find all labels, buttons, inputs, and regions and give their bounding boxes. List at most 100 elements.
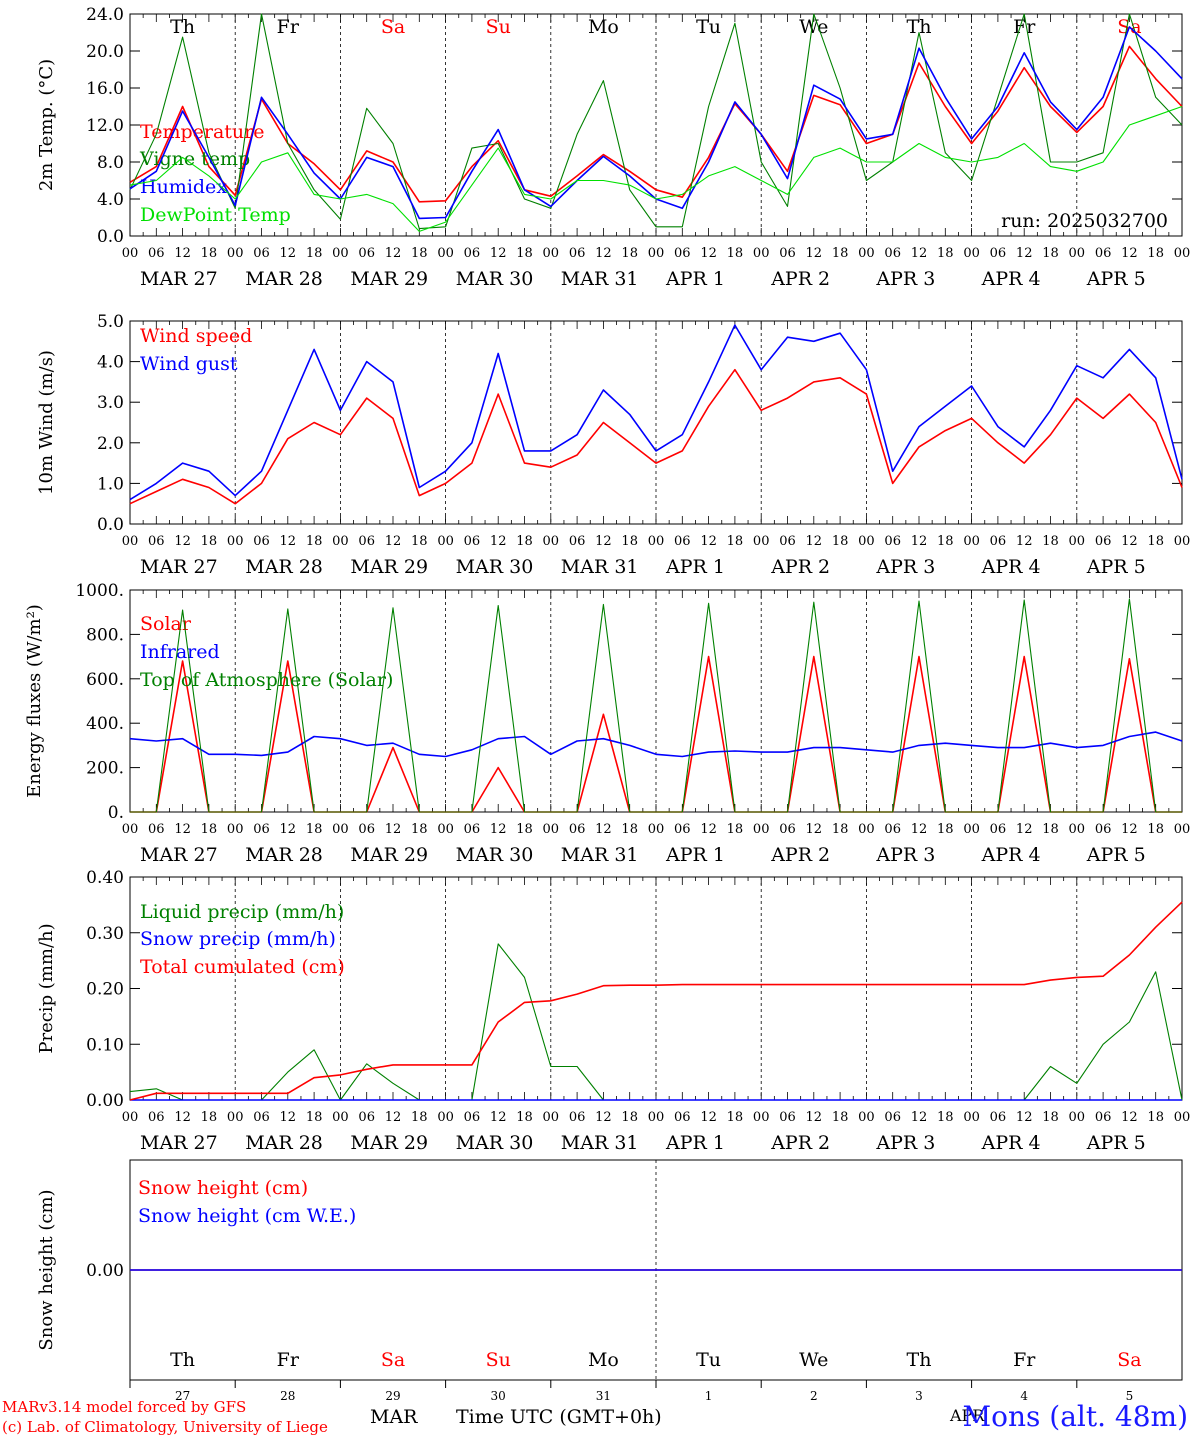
hour-tick-label: 12 [490, 246, 507, 261]
weekday-label: Fr [277, 16, 300, 38]
y-tick-label: 400. [86, 714, 124, 734]
hour-tick-label: 18 [516, 822, 533, 837]
hour-tick-label: 12 [911, 246, 928, 261]
hour-tick-label: 06 [464, 534, 481, 549]
y-tick-label: 1000. [75, 581, 124, 601]
hour-tick-label: 00 [437, 534, 454, 549]
lab-credit: (c) Lab. of Climatology, University of L… [2, 1418, 328, 1436]
y-tick-label: 16.0 [86, 79, 124, 99]
hour-tick-label: 00 [332, 822, 349, 837]
legend-entry: Wind gust [140, 353, 238, 375]
y-axis-title: 10m Wind (m/s) [36, 350, 57, 495]
day-number-label: 27 [175, 1389, 190, 1403]
weekday-label: Th [907, 16, 932, 38]
date-label: APR 1 [665, 1132, 725, 1154]
hour-tick-label: 00 [753, 246, 770, 261]
y-tick-label: 0.10 [86, 1035, 124, 1055]
y-tick-label: 3.0 [97, 393, 124, 413]
date-label: APR 1 [665, 556, 725, 578]
hour-tick-label: 00 [858, 534, 875, 549]
date-label: MAR 27 [140, 556, 218, 578]
hour-tick-label: 12 [595, 1110, 612, 1125]
hour-tick-label: 18 [306, 534, 323, 549]
hour-tick-label: 12 [700, 1110, 717, 1125]
hour-tick-label: 12 [806, 534, 823, 549]
hour-tick-label: 12 [595, 822, 612, 837]
hour-tick-label: 12 [1016, 822, 1033, 837]
y-tick-label: 0.0 [97, 227, 124, 247]
date-label: APR 5 [1086, 844, 1146, 866]
hour-tick-label: 12 [1016, 1110, 1033, 1125]
hour-tick-label: 06 [1095, 534, 1112, 549]
hour-tick-label: 00 [543, 246, 560, 261]
hour-tick-label: 00 [648, 822, 665, 837]
hour-tick-label: 18 [1147, 534, 1164, 549]
hour-tick-label: 06 [253, 534, 270, 549]
hour-tick-label: 12 [1121, 534, 1138, 549]
hour-tick-label: 12 [1121, 246, 1138, 261]
series-line-total-cumulated-cm- [129, 901, 1183, 1101]
y-tick-label: 8.0 [97, 153, 124, 173]
hour-tick-label: 18 [621, 534, 638, 549]
hour-tick-label: 06 [884, 822, 901, 837]
hour-tick-label: 00 [227, 534, 244, 549]
hour-tick-label: 06 [253, 1110, 270, 1125]
hour-tick-label: 06 [569, 822, 586, 837]
date-label: MAR 31 [561, 556, 639, 578]
y-tick-label: 0.00 [86, 1261, 124, 1281]
legend-entry: Humidex [140, 176, 227, 198]
date-label: APR 5 [1086, 268, 1146, 290]
weekday-label: Th [907, 1349, 932, 1371]
hour-tick-label: 00 [648, 534, 665, 549]
hour-tick-label: 18 [621, 246, 638, 261]
hour-tick-label: 00 [963, 534, 980, 549]
hour-tick-label: 06 [1095, 1110, 1112, 1125]
date-label: APR 3 [875, 268, 935, 290]
hour-tick-label: 18 [201, 534, 218, 549]
date-label: APR 5 [1086, 556, 1146, 578]
date-label: APR 1 [665, 844, 725, 866]
date-label: APR 4 [981, 844, 1041, 866]
hour-tick-label: 12 [490, 1110, 507, 1125]
hour-tick-label: 12 [490, 822, 507, 837]
date-label: MAR 28 [245, 268, 323, 290]
hour-tick-label: 00 [858, 822, 875, 837]
series-line-vigne-temp [129, 13, 1183, 230]
day-number-label: 29 [385, 1389, 400, 1403]
day-number-label: 28 [280, 1389, 295, 1403]
date-label: APR 1 [665, 268, 725, 290]
hour-tick-label: 18 [1147, 822, 1164, 837]
hour-tick-label: 06 [884, 246, 901, 261]
hour-tick-label: 06 [358, 822, 375, 837]
hour-tick-label: 00 [1174, 822, 1191, 837]
hour-tick-label: 00 [227, 246, 244, 261]
y-tick-label: 4.0 [97, 190, 124, 210]
weekday-label: Tu [696, 1349, 721, 1371]
series-line-dewpoint-temp [129, 105, 1183, 232]
date-label: APR 3 [875, 844, 935, 866]
hour-tick-label: 18 [621, 1110, 638, 1125]
date-label: MAR 27 [140, 268, 218, 290]
date-label: MAR 30 [456, 1132, 534, 1154]
date-label: MAR 30 [456, 268, 534, 290]
hour-tick-label: 12 [700, 822, 717, 837]
hour-tick-label: 06 [674, 1110, 691, 1125]
hour-tick-label: 06 [1095, 246, 1112, 261]
y-axis-title: 2m Temp. (°C) [36, 59, 57, 191]
month-label-apr: APR [950, 1406, 985, 1425]
hour-tick-label: 00 [332, 534, 349, 549]
hour-tick-label: 06 [253, 822, 270, 837]
hour-tick-label: 12 [911, 822, 928, 837]
date-label: MAR 29 [350, 1132, 428, 1154]
hour-tick-label: 00 [122, 1110, 139, 1125]
hour-tick-label: 00 [543, 534, 560, 549]
legend-entry: Vigne temp [139, 148, 250, 170]
hour-tick-label: 12 [806, 246, 823, 261]
y-tick-label: 4.0 [97, 353, 124, 373]
y-tick-label: 200. [86, 759, 124, 779]
hour-tick-label: 12 [1016, 534, 1033, 549]
y-axis-title: Energy fluxes (W/m²) [24, 604, 45, 798]
hour-tick-label: 12 [806, 1110, 823, 1125]
date-label: APR 3 [875, 556, 935, 578]
